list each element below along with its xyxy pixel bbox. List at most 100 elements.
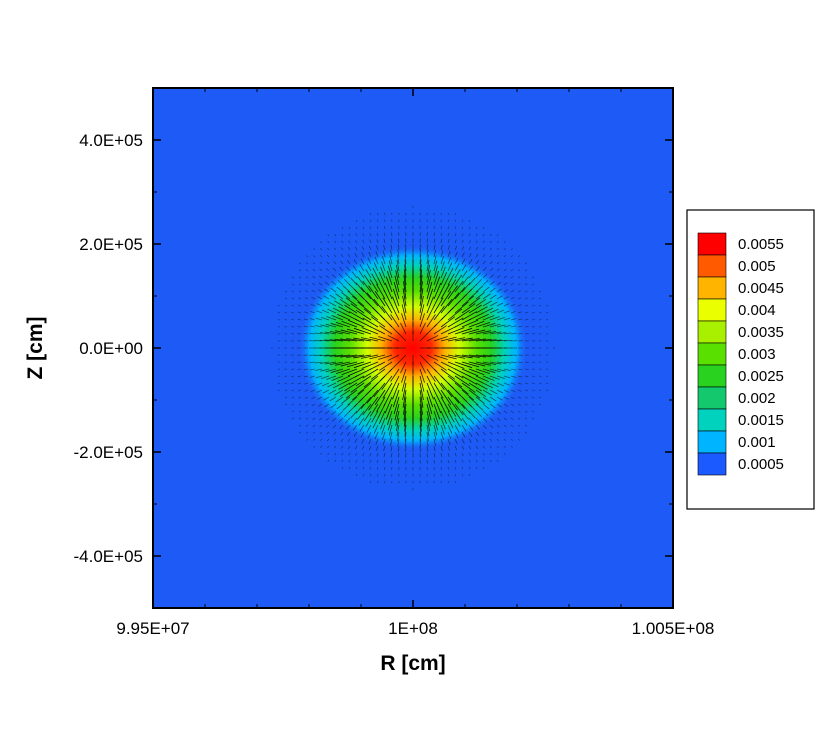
vector-arrow [347, 319, 365, 328]
vector-arrow [468, 259, 473, 265]
vector-arrow [524, 283, 528, 286]
vector-arrow [489, 417, 494, 422]
vector-arrow [319, 438, 323, 442]
vector-arrow [524, 304, 528, 307]
vector-arrow [510, 361, 517, 364]
vector-arrow [419, 361, 426, 374]
vector-arrow [531, 417, 535, 420]
vector-arrow [391, 226, 393, 230]
vector-arrow [538, 389, 542, 392]
vector-arrow [324, 403, 330, 408]
vector-arrow [313, 255, 316, 258]
vector-arrow [382, 382, 393, 399]
vector-arrow [405, 249, 407, 258]
vector-arrow [419, 410, 423, 427]
vector-arrow [447, 212, 449, 216]
vector-arrow [350, 303, 365, 314]
vector-arrow [440, 431, 444, 440]
vector-arrow [303, 333, 309, 335]
vector-arrow [369, 219, 372, 223]
vector-arrow [468, 403, 478, 413]
vector-arrow [517, 403, 521, 406]
vector-arrow [454, 424, 460, 433]
vector-arrow [360, 396, 372, 409]
vector-arrow [346, 266, 351, 272]
vector-arrow [524, 297, 528, 300]
vector-arrow [475, 375, 490, 383]
vector-arrow [433, 438, 436, 446]
x-axis-title: R [cm] [380, 652, 445, 675]
vector-arrow [475, 313, 490, 321]
vector-arrow [503, 431, 507, 435]
vector-arrow [447, 445, 451, 451]
vector-arrow [369, 466, 372, 470]
vector-arrow [524, 403, 528, 406]
vector-arrow [347, 253, 351, 258]
vector-arrow [426, 431, 429, 442]
vector-arrow [374, 389, 386, 406]
vector-arrow [433, 238, 436, 244]
vector-arrow [348, 403, 358, 413]
vector-arrow [383, 459, 386, 464]
vector-arrow [354, 246, 358, 251]
vector-arrow [319, 361, 330, 364]
vector-arrow [482, 466, 485, 470]
vector-arrow [440, 417, 446, 430]
vector-arrow [369, 480, 372, 484]
vector-arrow [305, 417, 309, 420]
vector-arrow [426, 335, 439, 342]
legend-swatch [697, 298, 727, 322]
vector-arrow [461, 226, 464, 230]
vector-arrow [496, 261, 500, 265]
vector-arrow [376, 226, 379, 230]
vector-arrow [496, 240, 499, 244]
vector-arrow [323, 396, 330, 401]
vector-arrow [401, 313, 407, 328]
vector-arrow [311, 296, 316, 300]
vector-arrow [326, 438, 330, 442]
vector-arrow [496, 281, 502, 286]
vector-arrow [311, 289, 316, 293]
vector-arrow [489, 424, 494, 429]
vector-arrow [318, 289, 323, 293]
vector-arrow [524, 325, 529, 328]
vector-arrow [337, 410, 344, 416]
vector-arrow [395, 264, 400, 279]
vector-arrow [291, 368, 295, 370]
vector-arrow [393, 396, 400, 415]
vector-arrow [482, 396, 491, 403]
vector-arrow [398, 452, 400, 458]
vector-arrow [332, 307, 344, 314]
vector-arrow [426, 264, 431, 279]
vector-arrow [380, 417, 386, 430]
vector-arrow [320, 248, 323, 251]
vector-arrow [383, 445, 386, 452]
vector-arrow [395, 270, 400, 286]
vector-arrow [503, 317, 511, 321]
vector-arrow [447, 232, 450, 237]
vector-arrow [369, 361, 386, 370]
vector-arrow [419, 375, 425, 392]
vector-arrow [376, 219, 379, 223]
vector-arrow [312, 282, 316, 286]
vector-arrow [524, 290, 528, 293]
vector-arrow [510, 431, 514, 434]
vector-arrow [368, 251, 372, 258]
vector-arrow [531, 318, 535, 321]
vector-arrow [503, 382, 510, 386]
vector-arrow [360, 287, 372, 300]
vector-arrow [433, 260, 438, 272]
vector-arrow [475, 403, 484, 411]
vector-arrow [545, 382, 549, 384]
vector-arrow [327, 234, 330, 237]
vector-arrow [341, 368, 358, 376]
vector-arrow [362, 466, 365, 470]
vector-arrow [297, 325, 302, 328]
vector-arrow [454, 403, 464, 416]
vector-arrow [354, 438, 358, 443]
vector-arrow [384, 473, 386, 477]
vector-arrow [454, 354, 473, 359]
vector-arrow [368, 438, 372, 445]
vector-arrow [454, 417, 461, 427]
vector-arrow [510, 269, 514, 272]
